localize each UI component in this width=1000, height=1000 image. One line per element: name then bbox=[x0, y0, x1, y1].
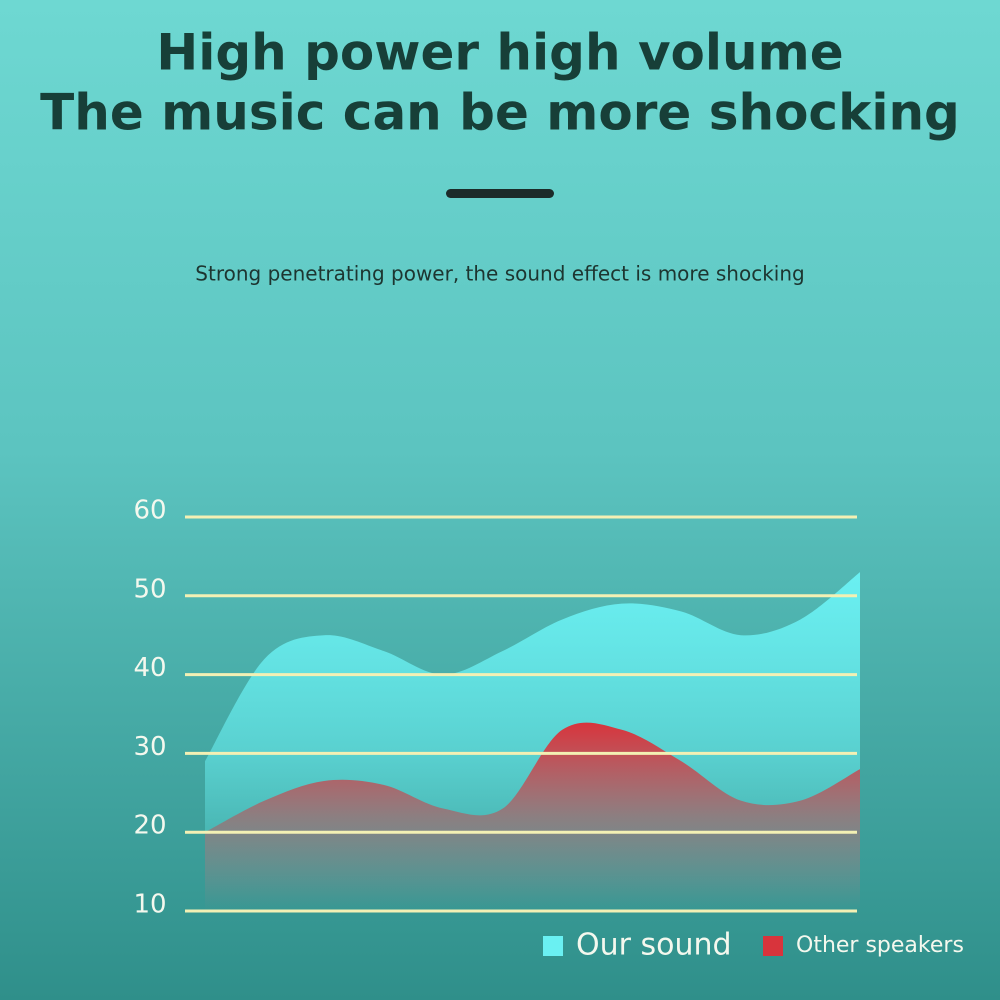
divider bbox=[446, 189, 554, 198]
y-tick-label: 40 bbox=[133, 653, 166, 683]
legend-swatch bbox=[763, 936, 783, 956]
y-tick-label: 20 bbox=[133, 811, 166, 841]
legend-label: Our sound bbox=[576, 928, 732, 963]
y-tick-label: 50 bbox=[133, 574, 166, 604]
title-line: The music can be more shocking bbox=[40, 84, 960, 142]
area bbox=[205, 722, 860, 911]
title-line: High power high volume bbox=[156, 24, 843, 82]
legend-swatch bbox=[543, 936, 563, 956]
y-tick-label: 60 bbox=[133, 496, 166, 526]
subtitle: Strong penetrating power, the sound effe… bbox=[195, 262, 804, 286]
y-tick-label: 10 bbox=[133, 890, 166, 920]
legend-label: Other speakers bbox=[796, 933, 964, 958]
y-tick-label: 30 bbox=[133, 732, 166, 762]
